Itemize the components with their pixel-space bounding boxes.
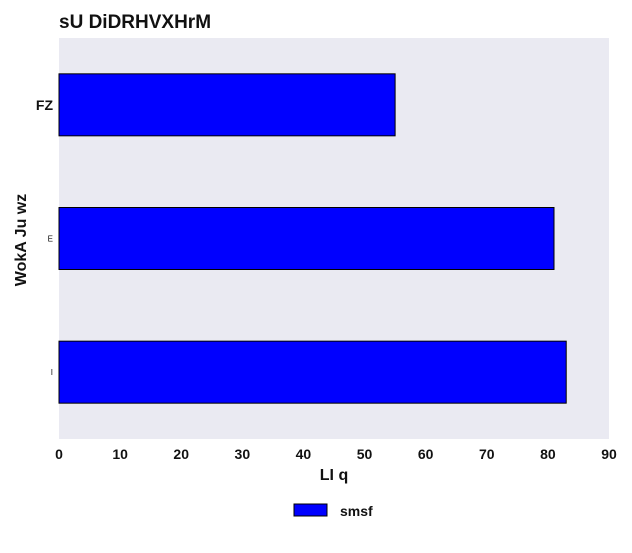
x-tick-label: 20 bbox=[173, 446, 189, 462]
x-tick-label: 90 bbox=[601, 446, 617, 462]
legend-swatch bbox=[293, 503, 328, 517]
x-tick-label: 40 bbox=[296, 446, 312, 462]
x-axis-label: LI q bbox=[320, 467, 348, 484]
bar-e bbox=[58, 207, 555, 270]
x-tick-label: 60 bbox=[418, 446, 434, 462]
chart-title: sU DiDRHVXHrM bbox=[59, 12, 211, 33]
y-tick-label: I bbox=[51, 368, 53, 377]
bar-i bbox=[58, 340, 567, 404]
x-tick-label: 50 bbox=[357, 446, 373, 462]
x-tick-labels: 0 10 20 30 40 50 60 70 80 90 bbox=[55, 446, 617, 462]
y-tick-labels: FZ E I bbox=[36, 97, 54, 377]
x-tick-label: 0 bbox=[55, 446, 63, 462]
y-axis-label: WokA Ju wz bbox=[13, 194, 30, 286]
y-tick-label: FZ bbox=[36, 97, 54, 113]
x-tick-label: 30 bbox=[235, 446, 251, 462]
y-tick-label: E bbox=[48, 235, 53, 244]
bars-group bbox=[58, 73, 567, 404]
legend: smsf bbox=[293, 503, 373, 519]
legend-label: smsf bbox=[340, 503, 373, 519]
x-tick-label: 10 bbox=[112, 446, 128, 462]
x-tick-label: 80 bbox=[540, 446, 556, 462]
x-tick-label: 70 bbox=[479, 446, 495, 462]
bar-fz bbox=[58, 73, 396, 137]
